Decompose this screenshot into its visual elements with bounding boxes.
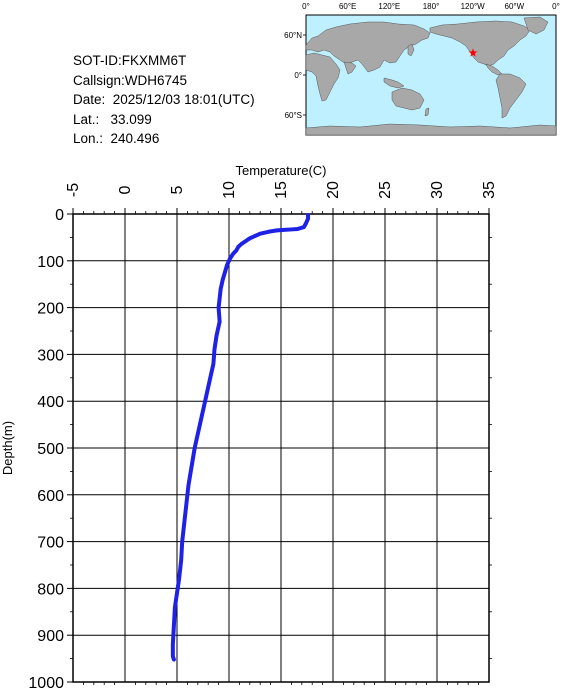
land-new-zealand xyxy=(424,107,430,117)
map-lat-label: 60°N xyxy=(284,31,302,40)
map-lon-label: 0° xyxy=(552,2,560,11)
land-india xyxy=(343,61,357,75)
x-tick-label: 30 xyxy=(429,181,446,199)
y-tick-label: 500 xyxy=(37,441,64,458)
map-lon-label: 60°W xyxy=(505,2,525,11)
y-tick-label: 800 xyxy=(37,581,64,598)
x-tick-label: 15 xyxy=(273,181,290,199)
map-lon-label: 180° xyxy=(423,2,440,11)
temperature-profile-line xyxy=(170,212,311,662)
y-tick-label: 400 xyxy=(37,394,64,411)
land-greenland xyxy=(523,16,549,35)
land-antarctica xyxy=(305,123,557,136)
x-tick-label: 5 xyxy=(169,185,186,194)
y-tick-label: 600 xyxy=(37,488,64,505)
y-tick-label: 0 xyxy=(55,207,64,224)
x-tick-label: -5 xyxy=(65,183,82,197)
y-tick-label: 100 xyxy=(37,254,64,271)
x-tick-label: 20 xyxy=(325,181,342,199)
land-indonesia xyxy=(383,77,405,89)
land-japan xyxy=(407,43,415,57)
x-tick-label: 25 xyxy=(377,181,394,199)
x-axis-label: Temperature(C) xyxy=(235,163,326,178)
map-lon-label: 120°W xyxy=(461,2,486,11)
y-tick-label: 700 xyxy=(37,535,64,552)
location-map: 0° 60°E 120°E 180° 120°W 60°W 0° 60°N 0° 60°S xyxy=(284,2,560,136)
y-tick-label: 200 xyxy=(37,301,64,318)
land-north-america xyxy=(429,20,531,67)
longitude-text: Lon.: 240.496 xyxy=(73,131,160,146)
y-axis-label: Depth(m) xyxy=(0,421,15,475)
star-icon xyxy=(468,48,478,57)
land-eurasia xyxy=(305,21,431,73)
land-australia xyxy=(391,87,425,111)
y-tick-label: 900 xyxy=(37,628,64,645)
map-land xyxy=(305,16,557,136)
map-lon-label: 60°E xyxy=(339,2,356,11)
callsign-text: Callsign:WDH6745 xyxy=(73,72,188,88)
float-info-block: SOT-ID:FKXMM6T Callsign:WDH6745 Date: 20… xyxy=(73,51,255,149)
y-tick-label: 300 xyxy=(37,347,64,364)
map-lat-label: 60°S xyxy=(285,111,302,120)
land-south-america xyxy=(495,73,527,119)
map-lat-label: 0° xyxy=(294,71,302,80)
map-lon-label: 120°E xyxy=(378,2,400,11)
x-tick-label: 35 xyxy=(481,181,498,199)
map-lon-label: 0° xyxy=(302,2,310,11)
x-tick-label: 10 xyxy=(221,181,238,199)
sot-id-text: SOT-ID:FKXMM6T xyxy=(73,53,187,68)
y-tick-label: 1000 xyxy=(28,675,64,690)
x-tick-label: 0 xyxy=(117,185,134,194)
date-text: Date: 2025/12/03 18:01(UTC) xyxy=(73,92,255,107)
latitude-text: Lat.: 33.099 xyxy=(73,111,152,127)
land-africa xyxy=(305,52,341,102)
